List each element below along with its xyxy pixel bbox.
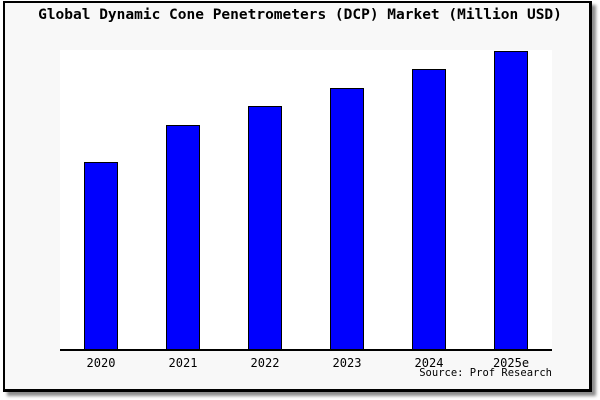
x-tick-label-2022: 2022 <box>250 356 280 370</box>
x-tick-label-2020: 2020 <box>86 356 116 370</box>
x-axis-line <box>60 349 552 351</box>
x-tick-label-2021: 2021 <box>168 356 198 370</box>
chart-title: Global Dynamic Cone Penetrometers (DCP) … <box>38 7 562 23</box>
source-attribution: Source: Prof Research <box>419 367 552 379</box>
bar-2024 <box>412 68 446 350</box>
bar-2022 <box>248 106 282 350</box>
x-tick-label-2025e: 2025e <box>492 356 530 370</box>
bar-2020 <box>84 161 118 350</box>
x-tick-label-2024: 2024 <box>414 356 444 370</box>
plot-area <box>60 50 552 350</box>
x-tick-label-2023: 2023 <box>332 356 362 370</box>
bar-2023 <box>330 87 364 350</box>
bar-2021 <box>166 124 200 350</box>
bar-2025e <box>494 51 528 350</box>
